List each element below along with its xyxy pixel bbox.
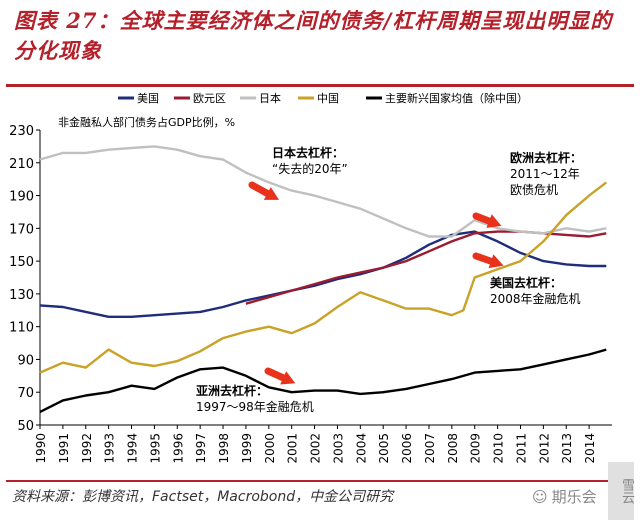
series-line bbox=[39, 230, 607, 318]
x-tick-label: 2005 bbox=[377, 433, 391, 464]
series-line bbox=[39, 181, 608, 374]
footer-divider bbox=[6, 480, 634, 482]
x-tick-label: 2004 bbox=[354, 433, 368, 464]
x-tick-label: 2008 bbox=[446, 433, 460, 464]
x-tick-label: 1995 bbox=[148, 433, 162, 464]
y-tick-label: 170 bbox=[9, 222, 34, 237]
x-tick-label: 1990 bbox=[34, 433, 48, 464]
y-tick-label: 90 bbox=[17, 353, 34, 368]
legend-label: 中国 bbox=[317, 92, 339, 105]
x-tick-label: 2009 bbox=[469, 433, 483, 464]
x-tick-label: 1997 bbox=[194, 433, 208, 464]
annotation-text: 欧债危机 bbox=[510, 183, 558, 197]
annotation-text: 日本去杠杆： bbox=[272, 145, 344, 160]
x-tick-label: 2001 bbox=[286, 433, 300, 464]
wechat-icon: ☺ bbox=[532, 487, 548, 506]
x-tick-label: 2003 bbox=[331, 433, 345, 464]
legend-label: 美国 bbox=[137, 92, 159, 105]
legend-label: 主要新兴国家均值（除中国） bbox=[385, 91, 528, 105]
watermark-badge: 雪云 bbox=[608, 462, 634, 520]
y-tick-label: 50 bbox=[17, 419, 34, 434]
x-tick-label: 1996 bbox=[171, 433, 185, 464]
x-tick-label: 2002 bbox=[309, 433, 323, 464]
legend-label: 日本 bbox=[259, 91, 281, 105]
arrow-head bbox=[486, 214, 502, 228]
annotation-text: 2008年金融危机 bbox=[490, 291, 581, 306]
x-tick-label: 1992 bbox=[80, 433, 94, 464]
x-tick-label: 2013 bbox=[560, 433, 574, 464]
annotation-text: 亚洲去杠杆： bbox=[196, 383, 268, 398]
chart-title: 图表 27：全球主要经济体之间的债务/杠杆周期呈现出明显的分化现象 bbox=[14, 8, 613, 63]
x-tick-label: 1994 bbox=[126, 433, 140, 464]
watermark: ☺ 期乐会 bbox=[532, 486, 597, 507]
x-tick-label: 2012 bbox=[537, 433, 551, 464]
arrow-head bbox=[263, 187, 280, 200]
x-tick-label: 2014 bbox=[583, 433, 597, 464]
annotation-text: 1997～98年金融危机 bbox=[196, 399, 314, 414]
arrow-head bbox=[280, 371, 296, 385]
debt-chart: 美国 欧元区 日本 中国 主要新兴国家均值（除中国） 非金融私人部门债务占GDP比例，% 5… bbox=[9, 91, 612, 464]
y-tick-label: 130 bbox=[9, 288, 34, 303]
x-tick-label: 1993 bbox=[103, 433, 117, 464]
series-line bbox=[39, 348, 607, 413]
x-tick-label: 1998 bbox=[217, 433, 231, 464]
annotation-text: 2011～12年 bbox=[510, 167, 580, 181]
y-tick-label: 110 bbox=[9, 321, 34, 336]
y-axis-label: 非金融私人部门债务占GDP比例，% bbox=[58, 115, 235, 129]
x-tick-label: 2007 bbox=[423, 433, 437, 464]
title-divider bbox=[6, 84, 634, 87]
y-tick-label: 230 bbox=[9, 124, 34, 139]
y-tick-label: 70 bbox=[17, 386, 34, 401]
x-tick-label: 2011 bbox=[514, 433, 528, 464]
y-tick-label: 150 bbox=[9, 255, 34, 270]
series-line bbox=[39, 145, 607, 238]
x-tick-label: 1999 bbox=[240, 433, 254, 464]
x-tick-label: 2000 bbox=[263, 433, 277, 464]
source-note: 资料来源：彭博资讯，Factset，Macrobond，中金公司研究 bbox=[12, 489, 394, 505]
watermark-text: 期乐会 bbox=[551, 488, 597, 506]
x-tick-label: 2010 bbox=[492, 433, 506, 464]
y-tick-label: 210 bbox=[9, 157, 34, 172]
annotation-text: 欧洲去杠杆： bbox=[510, 150, 582, 165]
annotation-text: 美国去杠杆： bbox=[490, 275, 562, 290]
x-tick-label: 2006 bbox=[400, 433, 414, 464]
legend-label: 欧元区 bbox=[193, 92, 226, 105]
x-tick-label: 1991 bbox=[57, 433, 71, 464]
annotation-text: “失去的20年” bbox=[272, 161, 348, 176]
arrow-head bbox=[488, 254, 504, 269]
y-tick-label: 190 bbox=[9, 190, 34, 205]
